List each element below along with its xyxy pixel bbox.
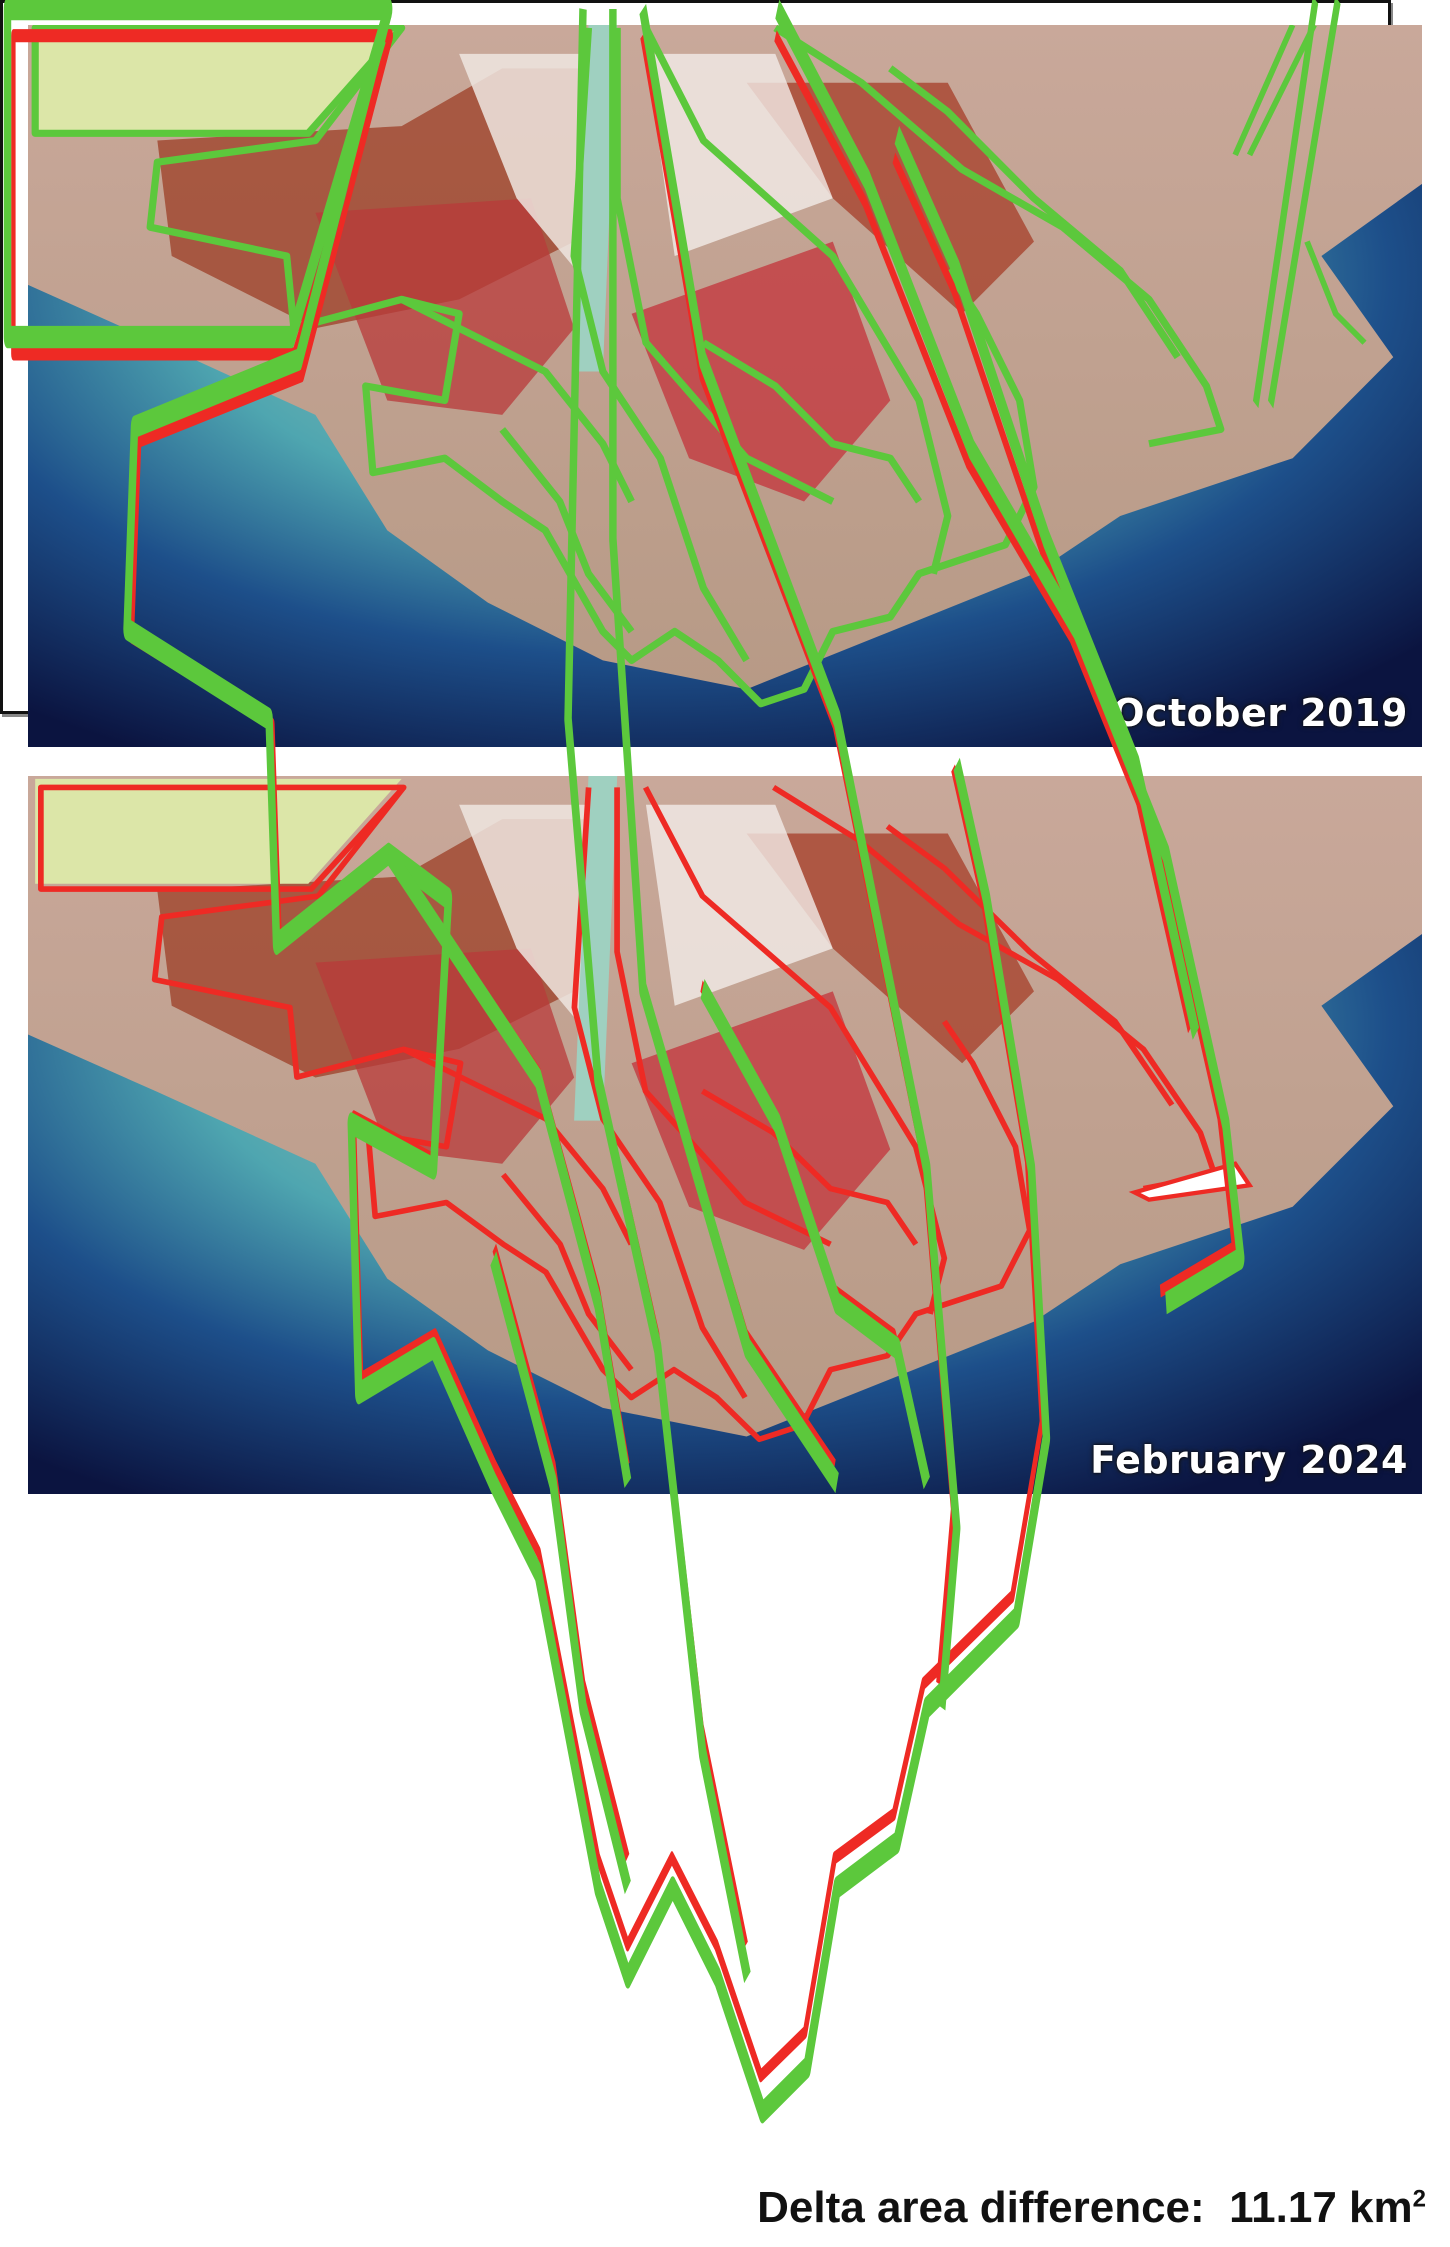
difference-text: Delta area difference: — [757, 2183, 1205, 2232]
difference-unit: km — [1349, 2183, 1413, 2232]
date-label-2019: October 2019 — [1112, 691, 1408, 735]
unit-exponent: 2 — [1412, 2185, 1426, 2213]
satellite-image-2024 — [28, 776, 1422, 1494]
delta-outline-2019 — [7, 9, 1240, 2112]
difference-value: 11.17 — [1229, 2183, 1337, 2232]
satellite-panel-2024: February 2024 — [28, 776, 1422, 1494]
area-difference-label: Delta area difference: 11.17 km2 — [757, 2183, 1426, 2233]
date-label-2024: February 2024 — [1090, 1438, 1408, 1482]
difference-panel: Delta area difference: 11.17 km2 — [0, 0, 1426, 2232]
